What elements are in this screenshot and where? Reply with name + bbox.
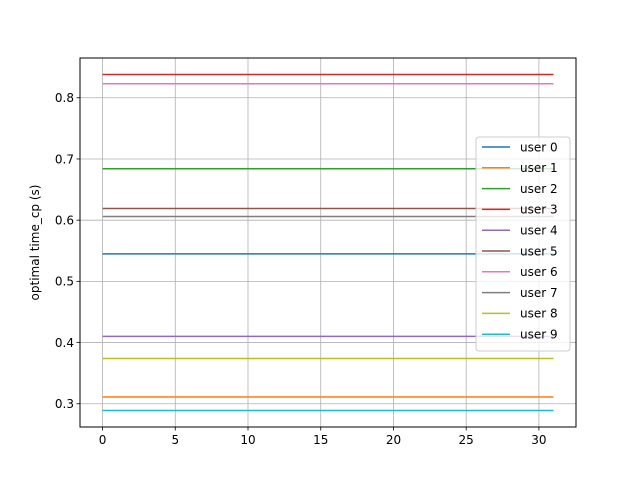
legend-entry-label: user 8 bbox=[520, 307, 558, 321]
x-tick-label: 25 bbox=[459, 433, 474, 447]
legend-entry-label: user 3 bbox=[520, 203, 558, 217]
x-tick-label: 0 bbox=[99, 433, 107, 447]
x-tick-label: 5 bbox=[171, 433, 179, 447]
legend-entry-label: user 5 bbox=[520, 244, 558, 258]
legend-entry-label: user 9 bbox=[520, 328, 558, 342]
x-tick-label: 30 bbox=[531, 433, 546, 447]
x-tick-label: 10 bbox=[240, 433, 255, 447]
y-tick-label: 0.3 bbox=[55, 397, 74, 411]
y-tick-label: 0.5 bbox=[55, 275, 74, 289]
legend-entry-label: user 0 bbox=[520, 140, 558, 154]
legend-entry-label: user 4 bbox=[520, 224, 558, 238]
y-tick-label: 0.6 bbox=[55, 213, 74, 227]
legend-entry-label: user 2 bbox=[520, 182, 558, 196]
legend-box bbox=[475, 136, 571, 352]
y-axis-ticks: 0.3 0.4 0.5 0.6 0.7 0.8 bbox=[55, 91, 80, 411]
legend-entry-label: user 1 bbox=[520, 161, 558, 175]
y-axis-label: optimal time_cp (s) bbox=[28, 185, 42, 301]
legend-entry-label: user 7 bbox=[520, 286, 558, 300]
y-tick-label: 0.7 bbox=[55, 152, 74, 166]
x-tick-label: 20 bbox=[386, 433, 401, 447]
x-tick-label: 15 bbox=[313, 433, 328, 447]
plot-area-frame bbox=[79, 57, 577, 428]
y-tick-label: 0.4 bbox=[55, 336, 74, 350]
legend: user 0 user 1 user 2 user 3 user 4 user 5 user… bbox=[475, 136, 571, 352]
y-tick-label: 0.8 bbox=[55, 91, 74, 105]
legend-entry-label: user 6 bbox=[520, 265, 558, 279]
x-axis-ticks: 0 5 10 15 20 25 30 bbox=[99, 427, 547, 447]
